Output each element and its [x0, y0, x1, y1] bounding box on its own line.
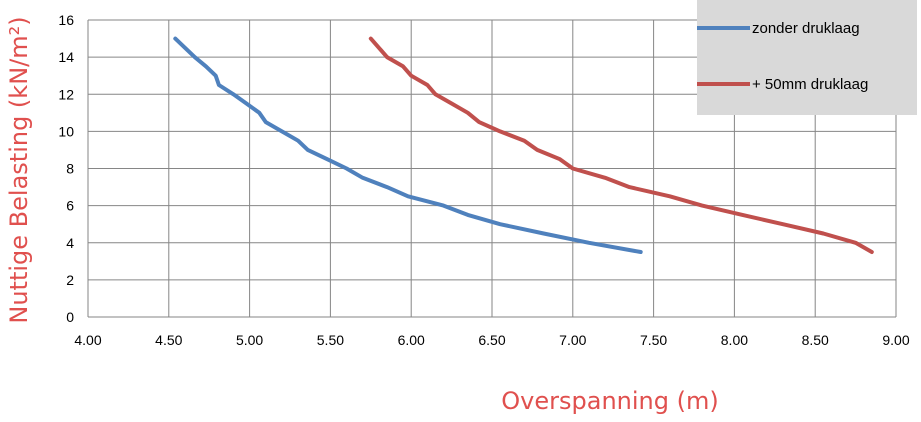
- y-tick-label: 4: [66, 235, 74, 251]
- x-tick-label: 9.00: [882, 332, 909, 348]
- legend-label-zonder-druklaag: zonder druklaag: [752, 20, 860, 37]
- y-tick-label: 16: [58, 12, 74, 28]
- y-tick-labels: 0 2 4 6 8 10 12 14 16: [58, 12, 74, 325]
- y-tick-label: 8: [66, 161, 74, 177]
- legend-background: [697, 0, 917, 115]
- x-tick-label: 5.00: [236, 332, 263, 348]
- y-tick-label: 12: [58, 86, 74, 102]
- x-tick-label: 6.50: [478, 332, 505, 348]
- y-axis-title: Nuttige Belasting (kN/m²): [5, 16, 33, 323]
- x-axis-title: Overspanning (m): [501, 387, 718, 415]
- x-tick-label: 8.50: [802, 332, 829, 348]
- x-tick-label: 6.00: [398, 332, 425, 348]
- x-tick-label: 8.00: [721, 332, 748, 348]
- y-tick-label: 10: [58, 123, 74, 139]
- x-tick-label: 4.00: [74, 332, 101, 348]
- y-tick-label: 6: [66, 198, 74, 214]
- legend-label-50mm-druklaag: + 50mm druklaag: [752, 76, 868, 93]
- legend: zonder druklaag + 50mm druklaag: [697, 0, 917, 115]
- y-tick-label: 14: [58, 49, 74, 65]
- x-tick-labels: 4.00 4.50 5.00 5.50 6.00 6.50 7.00 7.50 8.00 8.50…: [74, 332, 909, 348]
- series-lines: [173, 36, 874, 254]
- y-tick-label: 0: [66, 309, 74, 325]
- x-tick-label: 7.00: [559, 332, 586, 348]
- x-tick-label: 4.50: [155, 332, 182, 348]
- series-line-50mm-druklaag: [368, 36, 874, 254]
- series-line-zonder-druklaag: [173, 36, 643, 254]
- x-tick-label: 5.50: [317, 332, 344, 348]
- x-tick-label: 7.50: [640, 332, 667, 348]
- y-tick-label: 2: [66, 272, 74, 288]
